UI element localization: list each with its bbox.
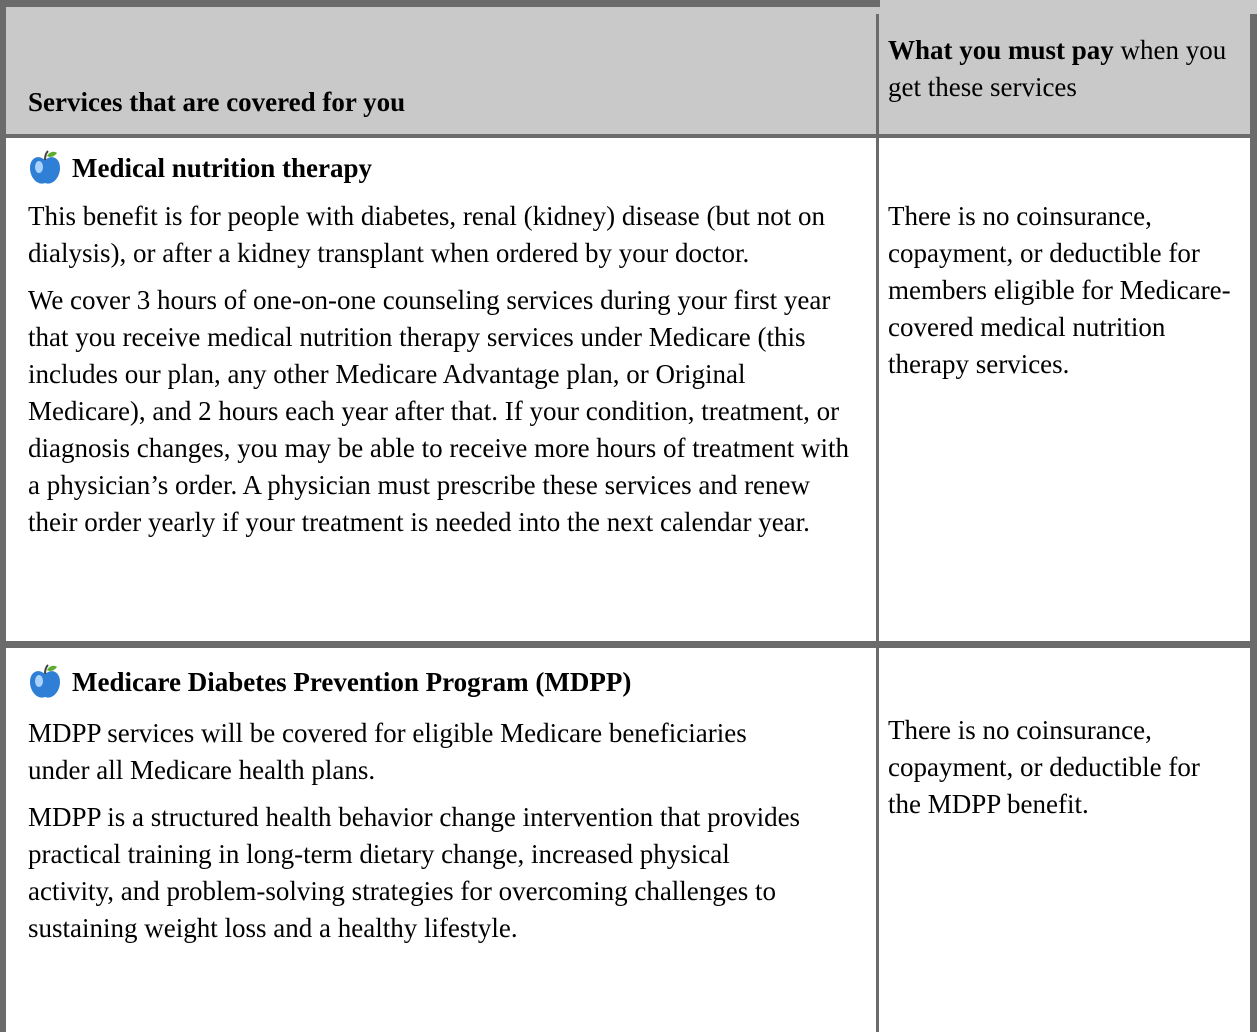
column-divider bbox=[876, 14, 879, 1032]
header-services: Services that are covered for you bbox=[28, 87, 406, 117]
paragraph: This benefit is for people with diabetes… bbox=[28, 201, 826, 268]
border-top bbox=[0, 0, 880, 7]
header-pay-rest: when you get these services bbox=[888, 35, 1227, 102]
row-divider bbox=[0, 641, 1257, 648]
row-title: Medical nutrition therapy bbox=[72, 153, 372, 183]
border-right bbox=[1250, 14, 1257, 1032]
row-pay: There is no coinsurance, copayment, or d… bbox=[888, 201, 1231, 379]
row-title: Medicare Diabetes Prevention Program (MD… bbox=[72, 667, 632, 697]
header-divider bbox=[0, 134, 1257, 138]
header-pay-bold: What you must pay bbox=[888, 35, 1114, 65]
paragraph: MDPP services will be covered for eligib… bbox=[28, 718, 747, 785]
apple-icon bbox=[30, 664, 60, 698]
paragraph: MDPP is a structured health behavior cha… bbox=[28, 802, 801, 943]
apple-icon bbox=[30, 150, 60, 184]
header-pay: What you must pay when you get these ser… bbox=[888, 32, 1243, 106]
header-bg bbox=[0, 0, 1257, 137]
row-pay: There is no coinsurance, copayment, or d… bbox=[888, 715, 1200, 819]
row-body: This benefit is for people with diabetes… bbox=[28, 198, 864, 551]
row-body: MDPP services will be covered for eligib… bbox=[28, 715, 808, 957]
border-left bbox=[0, 0, 6, 1032]
paragraph: We cover 3 hours of one-on-one counselin… bbox=[28, 285, 849, 537]
